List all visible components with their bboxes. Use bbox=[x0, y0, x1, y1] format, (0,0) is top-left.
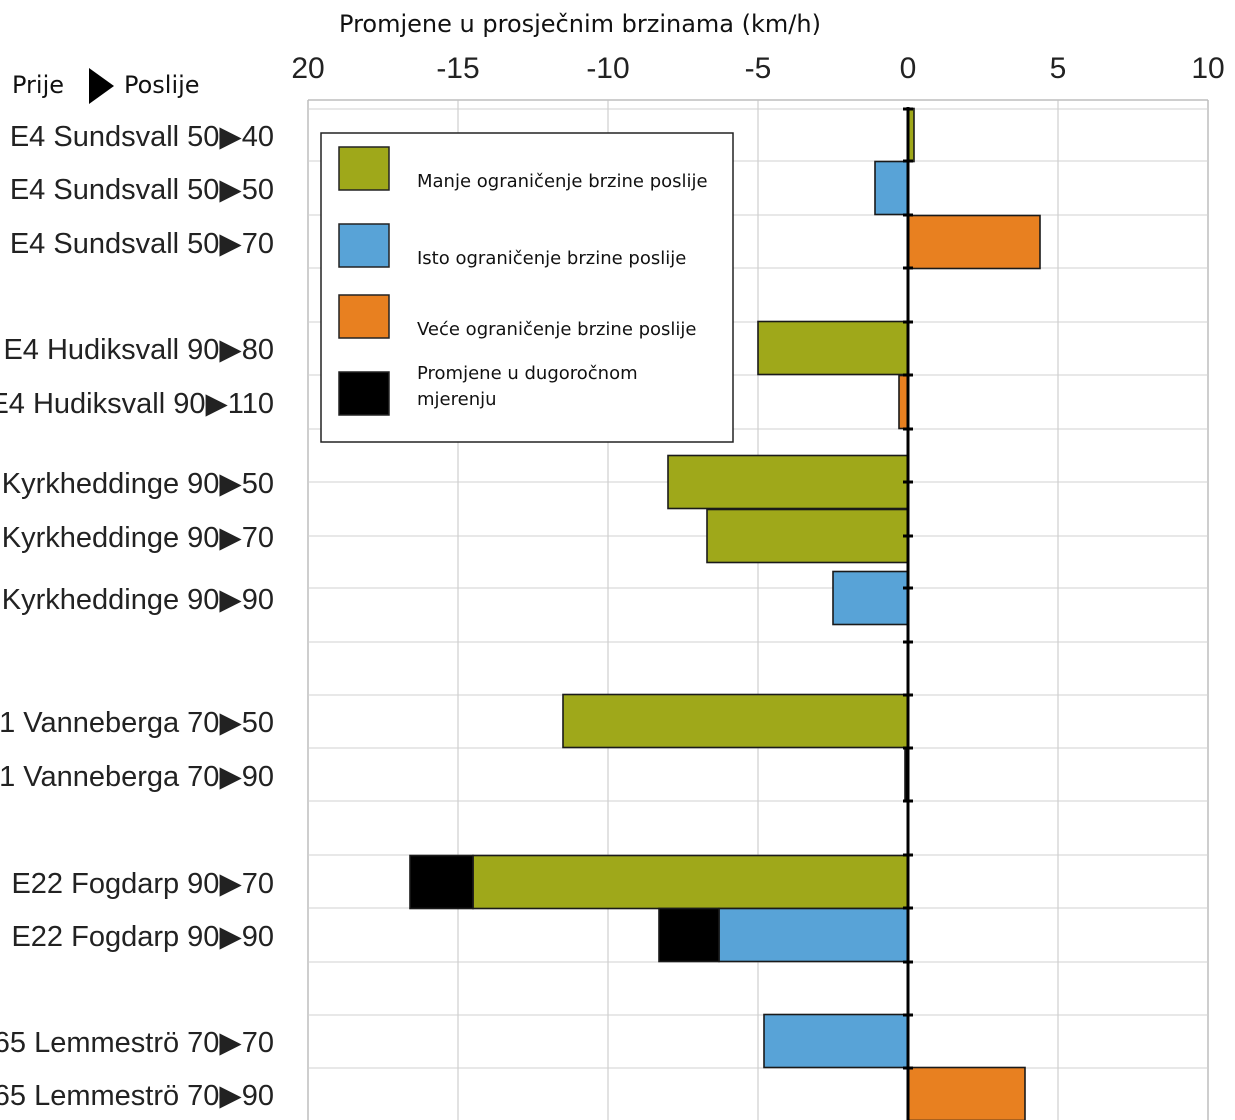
legend-label: mjerenju bbox=[417, 389, 497, 410]
bar bbox=[562, 693, 909, 749]
legend-swatch bbox=[338, 146, 390, 191]
chart-title: Promjene u prosječnim brzinama (km/h) bbox=[339, 10, 821, 38]
before-label: Prije bbox=[12, 71, 64, 99]
bar bbox=[667, 454, 909, 510]
legend-swatch bbox=[338, 294, 390, 339]
x-tick-label: -5 bbox=[745, 52, 772, 85]
bar bbox=[718, 907, 909, 963]
bar bbox=[832, 570, 909, 626]
category-label: E22 Fogdarp 90▶90 bbox=[11, 921, 274, 953]
legend-label: Isto ograničenje brzine poslije bbox=[417, 248, 686, 269]
category-labels: E4 Sundsvall 50▶40 E4 Sundsvall 50▶50 E4 S… bbox=[0, 121, 274, 1112]
x-tick-label: 20 bbox=[291, 52, 324, 85]
legend-label: Veće ograničenje brzine poslije bbox=[417, 319, 697, 340]
category-label: E22 Fogdarp 90▶70 bbox=[11, 868, 274, 900]
category-label: 21 Vanneberga 70▶50 bbox=[0, 707, 274, 739]
category-label: E4 Sundsvall 50▶50 bbox=[10, 174, 274, 206]
play-arrow-icon bbox=[89, 68, 114, 104]
category-label: 21 Vanneberga 70▶90 bbox=[0, 761, 274, 793]
legend-label: Manje ograničenje brzine poslije bbox=[417, 171, 708, 192]
legend-swatch bbox=[338, 371, 390, 416]
x-tick-label: -15 bbox=[436, 52, 479, 85]
x-tick-labels: 20 -15 -10 -5 0 5 10 bbox=[291, 52, 1224, 85]
legend: Manje ograničenje brzine poslije Isto ogr… bbox=[320, 132, 734, 443]
legend-label: Promjene u dugoročnom bbox=[417, 363, 638, 384]
category-label: E4 Hudiksvall 90▶80 bbox=[3, 334, 274, 366]
after-label: Poslije bbox=[124, 71, 200, 99]
x-tick-label: 10 bbox=[1191, 52, 1224, 85]
category-label: E65 Lemmeströ 70▶70 bbox=[0, 1027, 274, 1059]
category-label: E4 Sundsvall 50▶40 bbox=[10, 121, 274, 153]
bar bbox=[763, 1013, 909, 1069]
category-label: E4 Hudiksvall 90▶110 bbox=[0, 388, 274, 420]
category-label: 11 Kyrkheddinge 90▶50 bbox=[0, 468, 274, 500]
bars bbox=[409, 107, 1041, 1120]
bar bbox=[706, 508, 909, 564]
bar bbox=[472, 854, 909, 910]
x-tick-label: 0 bbox=[900, 52, 917, 85]
bar bbox=[907, 1066, 1026, 1120]
x-tick-label: 5 bbox=[1050, 52, 1067, 85]
category-label: E65 Lemmeströ 70▶90 bbox=[0, 1080, 274, 1112]
legend-swatch bbox=[338, 223, 390, 268]
bar bbox=[757, 320, 909, 376]
category-label: 11 Kyrkheddinge 90▶70 bbox=[0, 522, 274, 554]
category-label: 11 Kyrkheddinge 90▶90 bbox=[0, 584, 274, 616]
zero-axis bbox=[903, 107, 913, 1120]
bar bbox=[907, 214, 1041, 270]
bar bbox=[874, 160, 909, 216]
bar-long-term bbox=[409, 854, 474, 910]
x-tick-label: -10 bbox=[586, 52, 629, 85]
category-label: E4 Sundsvall 50▶70 bbox=[10, 228, 274, 260]
bar-long-term bbox=[658, 907, 720, 963]
